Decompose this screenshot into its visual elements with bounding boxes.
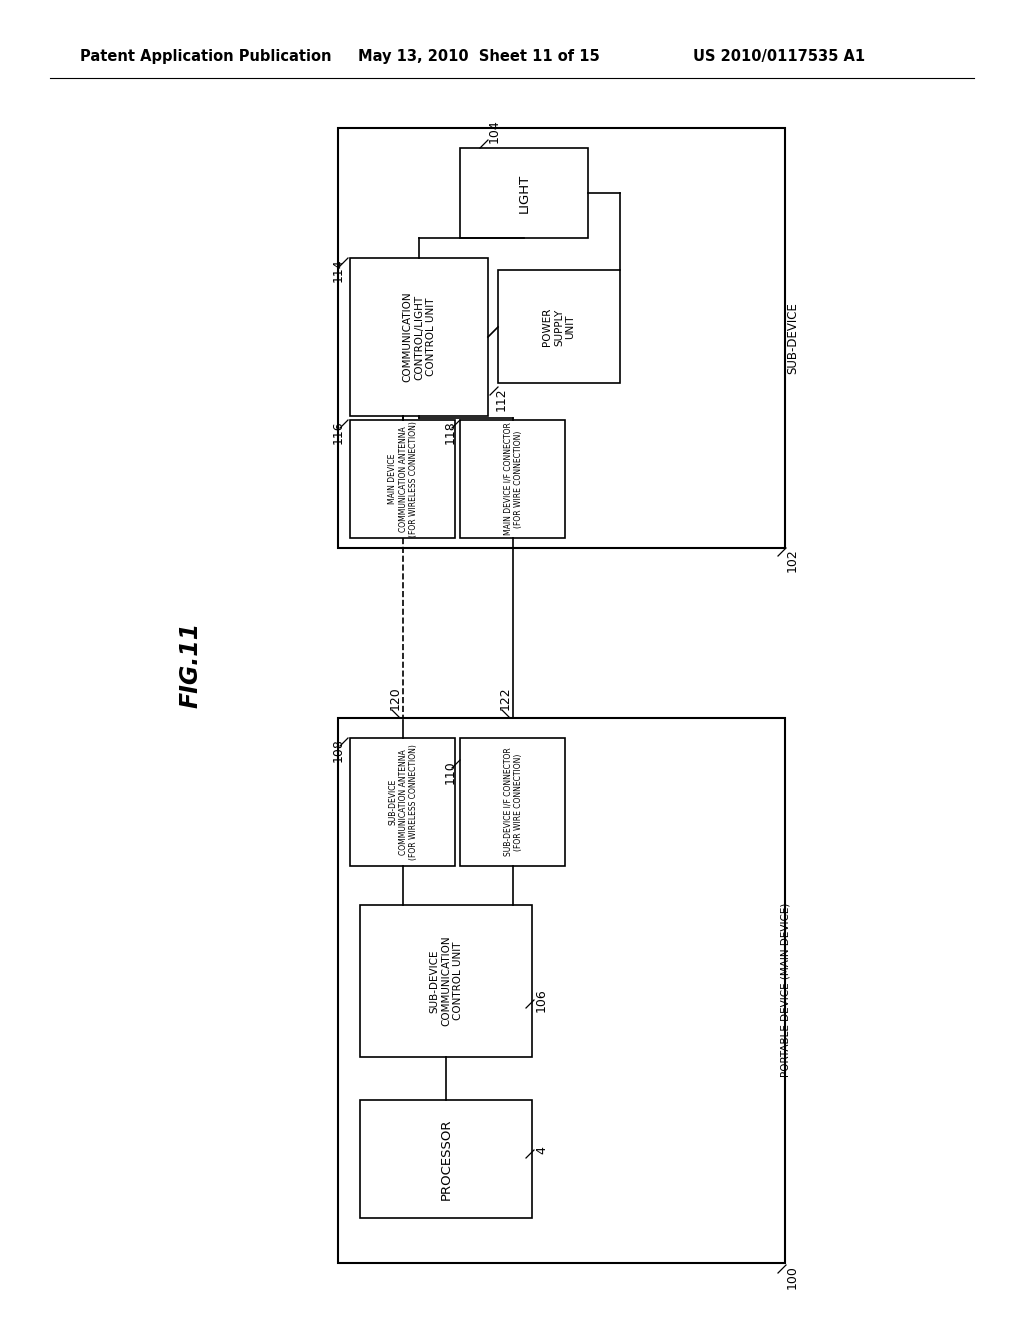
Text: 100: 100 xyxy=(786,1265,799,1288)
Bar xyxy=(460,738,565,866)
Text: 110: 110 xyxy=(444,760,457,784)
Bar xyxy=(350,257,488,416)
Text: May 13, 2010  Sheet 11 of 15: May 13, 2010 Sheet 11 of 15 xyxy=(358,49,600,65)
Text: 108: 108 xyxy=(332,738,345,762)
Text: 106: 106 xyxy=(535,989,548,1012)
Text: SUB-DEVICE
COMMUNICATION
CONTROL UNIT: SUB-DEVICE COMMUNICATION CONTROL UNIT xyxy=(429,936,463,1027)
Text: PROCESSOR: PROCESSOR xyxy=(439,1118,453,1200)
Text: PORTABLE DEVICE (MAIN DEVICE): PORTABLE DEVICE (MAIN DEVICE) xyxy=(781,903,791,1077)
Text: SUB-DEVICE
COMMUNICATION ANTENNA
(FOR WIRELESS CONNECTION): SUB-DEVICE COMMUNICATION ANTENNA (FOR WI… xyxy=(388,744,418,859)
Text: 118: 118 xyxy=(444,420,457,444)
Bar xyxy=(360,1100,532,1218)
Text: 120: 120 xyxy=(388,686,401,710)
Text: MAIN DEVICE I/F CONNECTOR
(FOR WIRE CONNECTION): MAIN DEVICE I/F CONNECTOR (FOR WIRE CONN… xyxy=(504,422,522,536)
Bar xyxy=(498,271,620,383)
Bar xyxy=(350,420,455,539)
Bar xyxy=(338,128,785,548)
Text: 104: 104 xyxy=(488,119,501,143)
Bar xyxy=(350,738,455,866)
Text: Patent Application Publication: Patent Application Publication xyxy=(80,49,332,65)
Bar xyxy=(338,718,785,1263)
Text: 122: 122 xyxy=(499,686,512,710)
Text: SUB-DEVICE I/F CONNECTOR
(FOR WIRE CONNECTION): SUB-DEVICE I/F CONNECTOR (FOR WIRE CONNE… xyxy=(504,747,522,857)
Text: 116: 116 xyxy=(332,420,345,444)
Text: MAIN DEVICE
COMMUNICATION ANTENNA
(FOR WIRELESS CONNECTION): MAIN DEVICE COMMUNICATION ANTENNA (FOR W… xyxy=(388,421,418,537)
Text: 114: 114 xyxy=(332,257,345,281)
Bar xyxy=(360,906,532,1057)
Text: 4: 4 xyxy=(535,1146,548,1154)
Text: POWER
SUPPLY
UNIT: POWER SUPPLY UNIT xyxy=(543,308,575,346)
Text: 102: 102 xyxy=(786,548,799,572)
Text: COMMUNICATION
CONTROL/LIGHT
CONTROL UNIT: COMMUNICATION CONTROL/LIGHT CONTROL UNIT xyxy=(402,292,435,383)
Text: 112: 112 xyxy=(495,387,508,411)
Text: FIG.11: FIG.11 xyxy=(178,622,202,708)
Bar xyxy=(460,420,565,539)
Bar xyxy=(460,148,588,238)
Text: LIGHT: LIGHT xyxy=(517,173,530,213)
Text: US 2010/0117535 A1: US 2010/0117535 A1 xyxy=(693,49,865,65)
Text: SUB-DEVICE: SUB-DEVICE xyxy=(786,302,799,374)
